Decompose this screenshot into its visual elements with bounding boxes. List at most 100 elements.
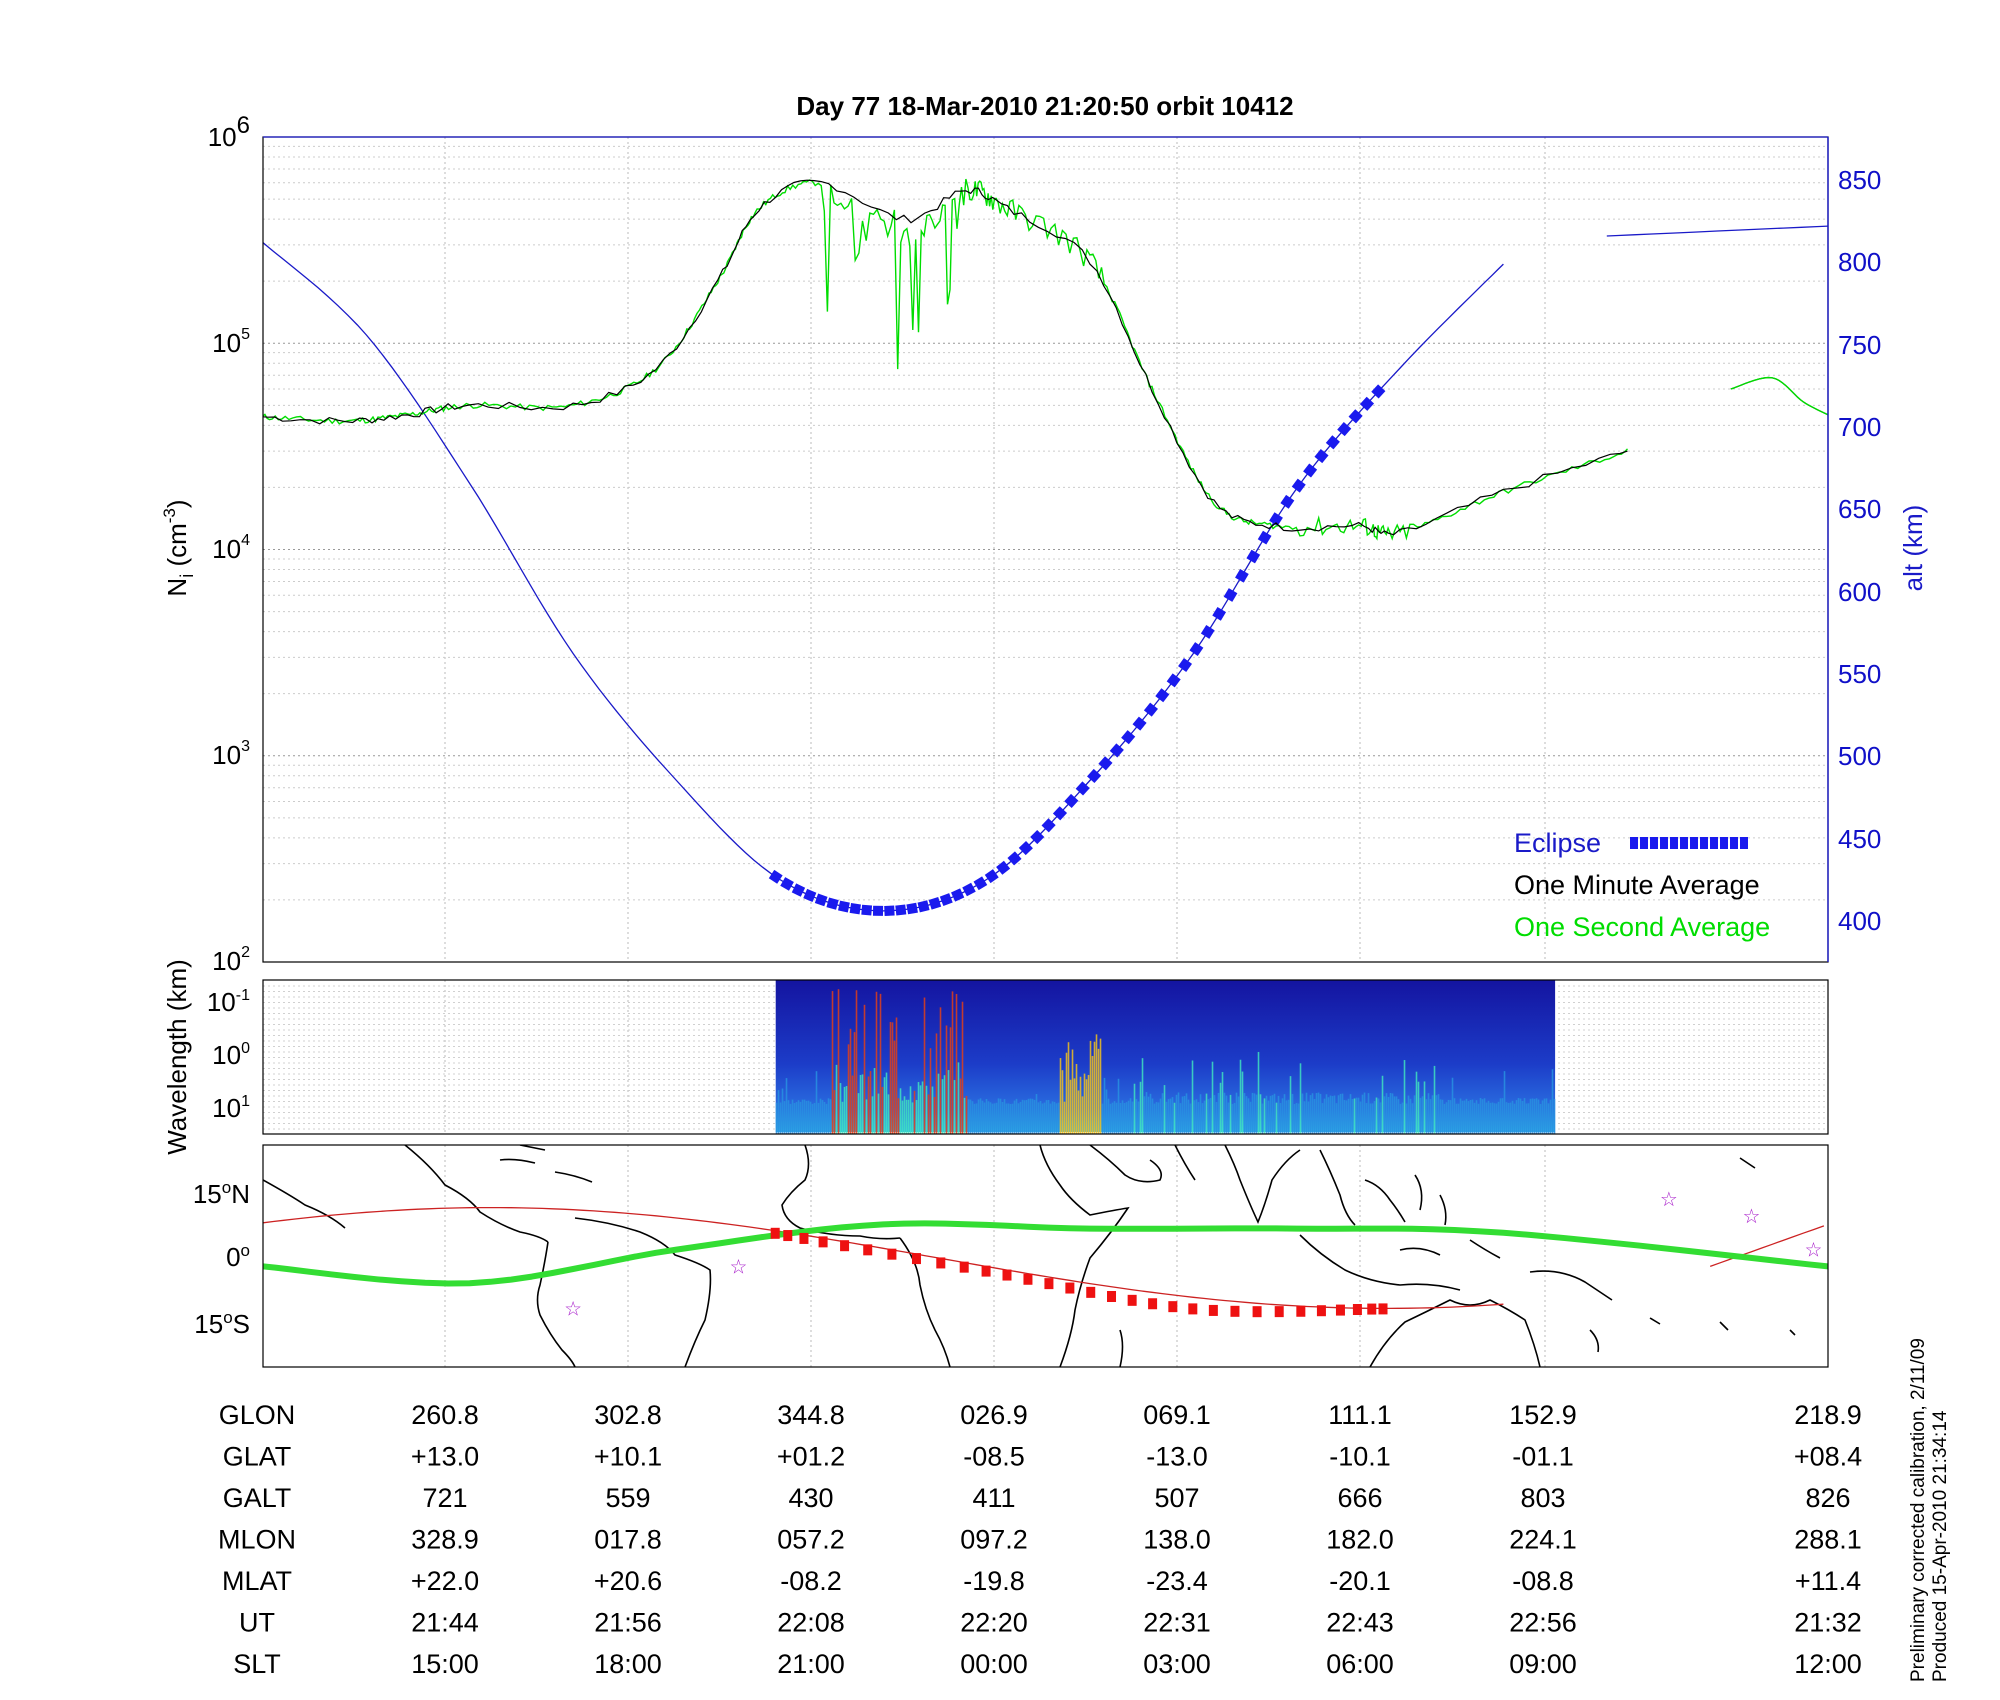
eclipse-marker bbox=[1314, 449, 1329, 464]
chart-title: Day 77 18-Mar-2010 21:20:50 orbit 10412 bbox=[796, 91, 1293, 121]
legend-eclipse-marker bbox=[1630, 837, 1748, 849]
spectrogram-streak bbox=[1523, 1098, 1526, 1134]
spectrogram-streak bbox=[1065, 1052, 1068, 1134]
spectrogram-streak bbox=[1411, 1103, 1414, 1134]
alt-tick: 450 bbox=[1838, 824, 1881, 854]
spectrogram-streak bbox=[803, 1099, 806, 1134]
spectrogram-streak bbox=[1519, 1098, 1522, 1134]
spectrogram-streak bbox=[1035, 1094, 1038, 1134]
spectrogram-streak bbox=[1359, 1101, 1362, 1134]
track-eclipse-marker bbox=[1044, 1278, 1054, 1290]
spectrogram-streak bbox=[959, 1078, 962, 1134]
ground-track-line bbox=[263, 1220, 1828, 1287]
table-cell: 22:20 bbox=[960, 1608, 1028, 1638]
spectrogram-streak bbox=[1437, 1094, 1440, 1134]
ni-tick-1e5: 105 bbox=[212, 326, 250, 358]
spectrogram-streak bbox=[905, 1099, 908, 1134]
spectrogram-streak bbox=[1483, 1098, 1486, 1134]
spectrogram-streak bbox=[1301, 1093, 1304, 1134]
spectrogram-streak bbox=[1057, 1102, 1060, 1134]
spectrogram-streak bbox=[1347, 1098, 1350, 1134]
spectrogram-streak bbox=[1175, 1094, 1178, 1134]
spectrogram-streak bbox=[1037, 1102, 1040, 1134]
alt-tick: 550 bbox=[1838, 659, 1881, 689]
track-eclipse-marker bbox=[840, 1240, 850, 1252]
spectrogram-streak bbox=[1091, 1055, 1094, 1134]
spectrogram-streak bbox=[923, 997, 926, 1134]
spectrogram-streak bbox=[1493, 1103, 1496, 1134]
coastline-southeast-asia bbox=[1319, 1149, 1406, 1226]
alt-tick: 850 bbox=[1838, 165, 1881, 195]
spectrogram-streak bbox=[1503, 1071, 1506, 1134]
spectrogram-streak bbox=[1007, 1103, 1010, 1134]
legend-eclipse-square bbox=[1670, 837, 1678, 849]
spectrogram-streak bbox=[1181, 1096, 1184, 1134]
track-eclipse-marker bbox=[1107, 1291, 1117, 1303]
spectrogram-streak bbox=[1283, 1094, 1286, 1134]
spectrogram-streak bbox=[1353, 1098, 1356, 1134]
mid-gridlines bbox=[263, 980, 1828, 1134]
spectrogram-streak bbox=[1251, 1092, 1254, 1134]
legend: Eclipse One Minute Average One Second Av… bbox=[1514, 828, 1770, 942]
table-cell: 666 bbox=[1337, 1483, 1382, 1513]
spectrogram-streak bbox=[1539, 1103, 1542, 1134]
spectrogram-streak bbox=[837, 989, 840, 1134]
track-eclipse-marker bbox=[981, 1265, 991, 1277]
eclipse-marker bbox=[1007, 851, 1022, 866]
table-cell: 09:00 bbox=[1509, 1649, 1577, 1679]
spectrogram-streak bbox=[1079, 1076, 1082, 1134]
eclipse-marker bbox=[928, 897, 942, 910]
eclipse-marker bbox=[1269, 512, 1283, 527]
track-eclipse-marker bbox=[1208, 1304, 1218, 1316]
spectrogram-streak bbox=[1261, 1103, 1264, 1134]
spectrogram-streak bbox=[869, 1071, 872, 1134]
spectrogram-streak bbox=[1497, 1101, 1500, 1134]
spectrogram-streak bbox=[1303, 1101, 1306, 1134]
table-cell: 057.2 bbox=[777, 1525, 845, 1555]
spectrogram-streak bbox=[1047, 1099, 1050, 1134]
spectrogram-streak bbox=[1209, 1097, 1212, 1134]
table-cell: -08.8 bbox=[1512, 1566, 1574, 1596]
spectrogram-streak bbox=[1045, 1100, 1048, 1134]
spectrogram-streak bbox=[1085, 1079, 1088, 1134]
eclipse-marker bbox=[1064, 793, 1079, 808]
spectrogram-streak bbox=[809, 1101, 812, 1134]
eclipse-marker bbox=[1325, 435, 1340, 450]
spectrogram-streak bbox=[1273, 1093, 1276, 1134]
spectrogram-streak bbox=[1481, 1099, 1484, 1134]
spectrogram-streak bbox=[1255, 1094, 1258, 1134]
spectrogram-streak bbox=[795, 1102, 798, 1134]
spectrogram-streak bbox=[1501, 1098, 1504, 1134]
spectrogram-streak bbox=[1027, 1098, 1030, 1134]
spectrogram-streak bbox=[1439, 1099, 1442, 1134]
spectrogram-panel: 10-1 100 101 Wavelength (km) bbox=[162, 959, 1829, 1155]
spectrogram-streak bbox=[1269, 1095, 1272, 1134]
alt-tick: 750 bbox=[1838, 330, 1881, 360]
spectrogram-streak bbox=[1195, 1099, 1198, 1134]
table-cell: 03:00 bbox=[1143, 1649, 1211, 1679]
ni-tick-labels: 106 105 104 103 102 bbox=[208, 112, 250, 976]
eclipse-marker bbox=[1257, 530, 1272, 545]
spectrogram-streak bbox=[1203, 1100, 1206, 1134]
spectrogram-streak bbox=[819, 1098, 822, 1134]
spectrogram-streak bbox=[889, 1021, 892, 1134]
eclipse-marker bbox=[917, 900, 930, 913]
legend-eclipse-square bbox=[1640, 837, 1648, 849]
spectrogram-streak bbox=[887, 1094, 890, 1134]
spectrogram-streak bbox=[1159, 1098, 1162, 1134]
track-eclipse-marker bbox=[818, 1236, 828, 1248]
star-marker: ☆ bbox=[1743, 1206, 1761, 1228]
spectrogram-streak bbox=[1381, 1075, 1384, 1134]
spectrogram-streak bbox=[799, 1101, 802, 1134]
spectrogram-streak bbox=[1137, 1101, 1140, 1134]
spectrogram-streak bbox=[793, 1103, 796, 1134]
altitude-line-segment bbox=[1606, 225, 1828, 237]
table-cell: +22.0 bbox=[411, 1566, 479, 1596]
spectrogram-streak bbox=[1233, 1102, 1236, 1134]
spectrogram-streak bbox=[1075, 1063, 1078, 1134]
track-eclipse-marker bbox=[1274, 1306, 1284, 1318]
table-cell: 069.1 bbox=[1143, 1400, 1211, 1430]
spectrogram-streak bbox=[933, 1097, 936, 1134]
legend-eclipse-square bbox=[1710, 837, 1718, 849]
legend-eclipse-square bbox=[1680, 837, 1688, 849]
